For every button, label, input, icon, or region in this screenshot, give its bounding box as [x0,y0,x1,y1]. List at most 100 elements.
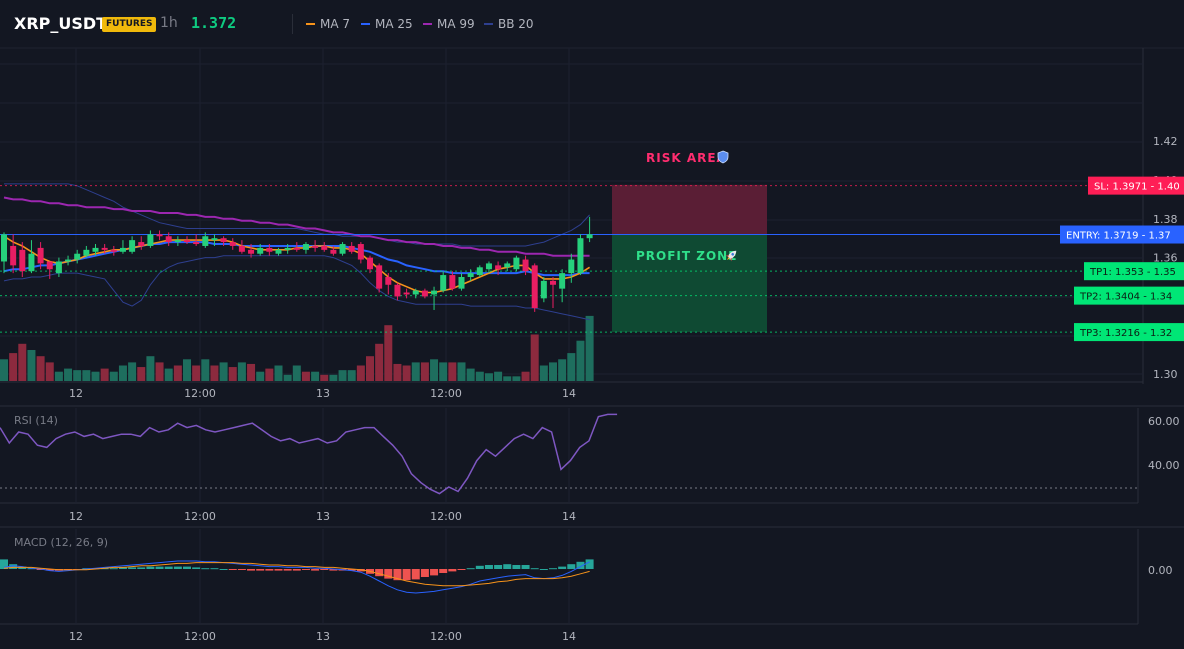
candle-body[interactable] [156,234,163,237]
chart-header: XRP_USDT FUTURES 1h 1.372 MA 7 MA 25 MA … [0,0,1184,48]
candle-body[interactable] [92,247,99,252]
legend-ma99[interactable]: MA 99 [423,17,475,31]
candle-body[interactable] [485,263,492,270]
candle-body[interactable] [421,290,428,297]
candle-body[interactable] [550,280,556,285]
volume-bar [338,370,347,381]
tp2-tag[interactable] [1074,286,1184,305]
profit-zone[interactable] [612,234,767,333]
candle-body[interactable] [330,249,337,254]
candle-body[interactable] [266,247,273,252]
candle-body[interactable] [19,249,26,272]
time-axes[interactable]: 12 12:00 13 12:00 14 12 12:00 13 12:00 14 12 12:00 1… [69,387,576,643]
macd-hist-bar [393,569,402,581]
candle-body[interactable] [412,290,419,295]
candle-body[interactable] [119,247,126,252]
rsi-tick-60: 60.00 [1148,415,1180,428]
candle-body[interactable] [138,242,145,246]
candle-body[interactable] [302,244,309,250]
candle-body[interactable] [46,261,53,270]
candle-body[interactable] [403,292,410,295]
entry-tag[interactable] [1060,225,1184,244]
candle-body[interactable] [339,244,346,254]
candle-body[interactable] [577,238,584,274]
candle-body[interactable] [55,261,62,274]
macd-hist-bar [0,559,8,569]
legend-ma25[interactable]: MA 25 [361,17,413,31]
candle-body[interactable] [238,245,245,252]
candle-body[interactable] [376,265,383,289]
legend-ma7[interactable]: MA 7 [306,17,350,31]
sl-tag[interactable] [1088,176,1184,195]
candle-body[interactable] [229,242,236,246]
candle-body[interactable] [440,275,447,291]
interval-selector[interactable]: 1h [160,15,178,31]
time-tick: 12:00 [184,630,216,643]
candle-body[interactable] [321,245,328,250]
candle-body[interactable] [211,238,218,241]
shield-icon [717,150,729,164]
candle-body[interactable] [65,259,72,262]
candle-body[interactable] [10,245,17,266]
candle-body[interactable] [74,253,81,260]
candle-body[interactable] [284,247,291,250]
candle-body[interactable] [568,259,575,274]
candle-body[interactable] [165,236,172,243]
candle-body[interactable] [147,234,154,246]
price-axis[interactable]: 1.421.401.381.361.341.321.30 [1153,135,1178,381]
macd-hist-bar [210,568,219,570]
candle-body[interactable] [531,265,538,309]
candle-body[interactable] [367,257,373,270]
legend-bb20[interactable]: BB 20 [484,17,534,31]
candle-body[interactable] [1,234,7,262]
candle-body[interactable] [220,238,227,243]
candle-body[interactable] [522,259,529,272]
volume-bar [155,362,164,381]
candle-body[interactable] [202,236,209,246]
candle-body[interactable] [257,247,264,254]
candle-body[interactable] [312,245,319,248]
candle-body[interactable] [37,247,44,264]
candle-body[interactable] [476,267,483,276]
candle-body[interactable] [495,265,502,270]
candle-body[interactable] [394,284,401,297]
macd-hist-bar [484,565,493,569]
candle-body[interactable] [559,273,566,289]
candle-body[interactable] [129,240,136,252]
macd-signal-line [3,562,590,587]
candle-body[interactable] [357,244,364,260]
candle-body[interactable] [101,247,108,250]
candle-body[interactable] [513,257,520,270]
rsi-line [0,413,618,495]
candle-body[interactable] [449,275,456,289]
candle-body[interactable] [83,249,90,256]
rsi-label[interactable]: RSI (14) [14,414,58,427]
macd-hist-bar [311,569,320,571]
macd-hist-bar [457,569,466,570]
candle-body[interactable] [540,280,547,299]
candle-body[interactable] [28,253,35,272]
candle-body[interactable] [275,249,282,254]
time-tick: 14 [562,387,576,400]
candle-body[interactable] [293,247,300,250]
candle-body[interactable] [504,263,511,268]
candle-body[interactable] [586,234,593,239]
candle-body[interactable] [184,240,190,243]
symbol-name[interactable]: XRP_USDT [14,14,108,33]
candle-body[interactable] [431,290,438,295]
risk-zone[interactable] [612,184,767,235]
trade-zones [612,184,767,333]
macd-label[interactable]: MACD (12, 26, 9) [14,536,108,549]
tp3-tag[interactable] [1074,323,1184,342]
tp3-tag-label: TP3: 1.3216 - 1.32 [1079,328,1172,339]
candle-body[interactable] [348,245,355,252]
candle-body[interactable] [193,242,200,245]
candle-body[interactable] [458,277,465,289]
candle-body[interactable] [110,249,117,252]
candle-body[interactable] [385,277,392,285]
candle-body[interactable] [248,249,255,254]
tp1-tag[interactable] [1084,262,1184,281]
candle-body[interactable] [174,240,181,243]
candle-body[interactable] [467,273,474,277]
